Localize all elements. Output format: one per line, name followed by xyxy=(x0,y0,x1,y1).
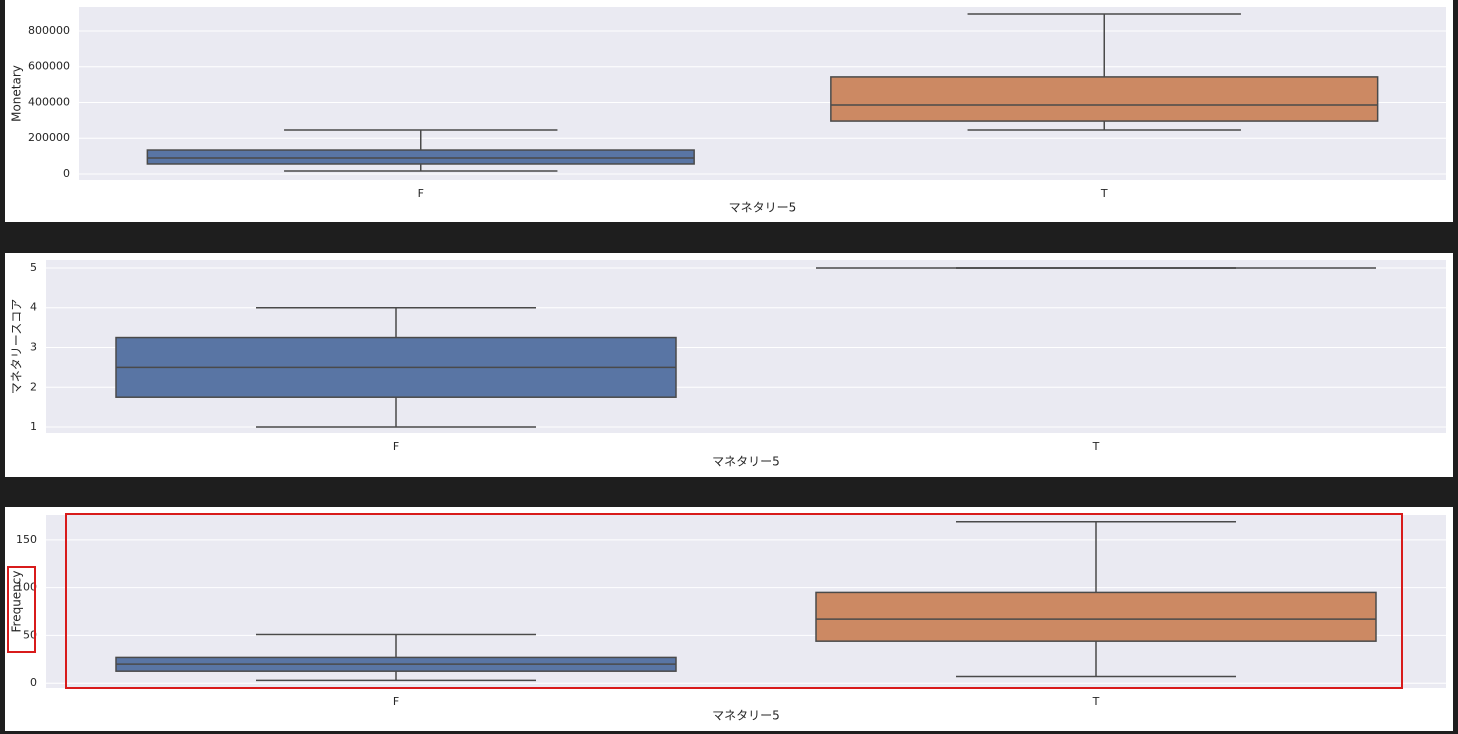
x-axis-label: マネタリー5 xyxy=(712,455,780,469)
y-tick-label: 200000 xyxy=(28,131,70,144)
y-tick-label: 3 xyxy=(30,340,37,353)
y-tick-label: 150 xyxy=(16,533,37,546)
y-tick-label: 4 xyxy=(30,301,37,314)
x-axis-label: マネタリー5 xyxy=(712,709,780,723)
y-tick-label: 5 xyxy=(30,261,37,274)
x-tick-label: T xyxy=(1092,695,1100,708)
y-tick-label: 50 xyxy=(23,628,37,641)
y-tick-label: 0 xyxy=(63,167,70,180)
box xyxy=(815,591,1377,642)
x-tick-label: T xyxy=(1092,440,1100,453)
x-tick-label: F xyxy=(393,440,399,453)
y-axis-label: Monetary xyxy=(10,65,24,122)
y-tick-label: 2 xyxy=(30,380,37,393)
x-tick-label: F xyxy=(393,695,399,708)
y-tick-label: 600000 xyxy=(28,60,70,73)
box xyxy=(830,76,1379,122)
y-tick-label: 0 xyxy=(30,676,37,689)
x-axis-label: マネタリー5 xyxy=(729,201,797,215)
y-tick-label: 1 xyxy=(30,420,37,433)
highlight-box xyxy=(65,513,1403,689)
y-axis-label: Frequency xyxy=(10,571,24,633)
y-tick-label: 800000 xyxy=(28,24,70,37)
box xyxy=(146,149,695,165)
x-tick-label: F xyxy=(418,187,424,200)
x-tick-label: T xyxy=(1100,187,1108,200)
charts: 0 200000 400000 600000 800000 F T マネタリー5 Monetar… xyxy=(10,7,1446,723)
y-tick-label: 400000 xyxy=(28,95,70,108)
y-axis-label: マネタリースコア xyxy=(10,299,24,394)
highlight-box xyxy=(7,566,36,653)
y-tick-label: 100 xyxy=(16,581,37,594)
